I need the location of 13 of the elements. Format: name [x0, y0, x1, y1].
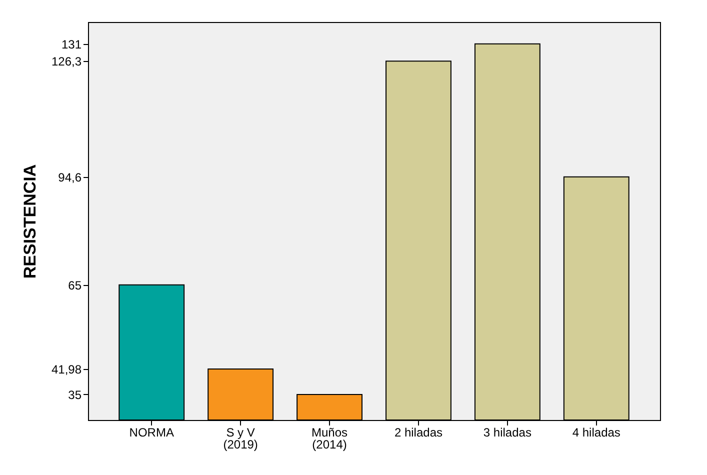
- x-tick-label: S y V (2019): [223, 426, 258, 452]
- y-tick-label: 131: [61, 37, 82, 52]
- y-tick-label: 35: [68, 388, 82, 402]
- x-tick-label: NORMA: [129, 426, 174, 440]
- x-tick-label: 4 hiladas: [572, 426, 620, 440]
- y-tick-label: 94,6: [58, 170, 82, 184]
- y-tick-label: 65: [68, 278, 82, 292]
- x-tick-label: 2 hiladas: [394, 426, 442, 440]
- x-tick-label: Muños (2014): [312, 426, 348, 452]
- y-tick-label: 126,3: [51, 54, 82, 69]
- y-axis-title: RESISTENCIA: [20, 164, 40, 279]
- y-tick-label: 41,98: [51, 362, 82, 376]
- x-tick-label: 3 hiladas: [483, 426, 532, 440]
